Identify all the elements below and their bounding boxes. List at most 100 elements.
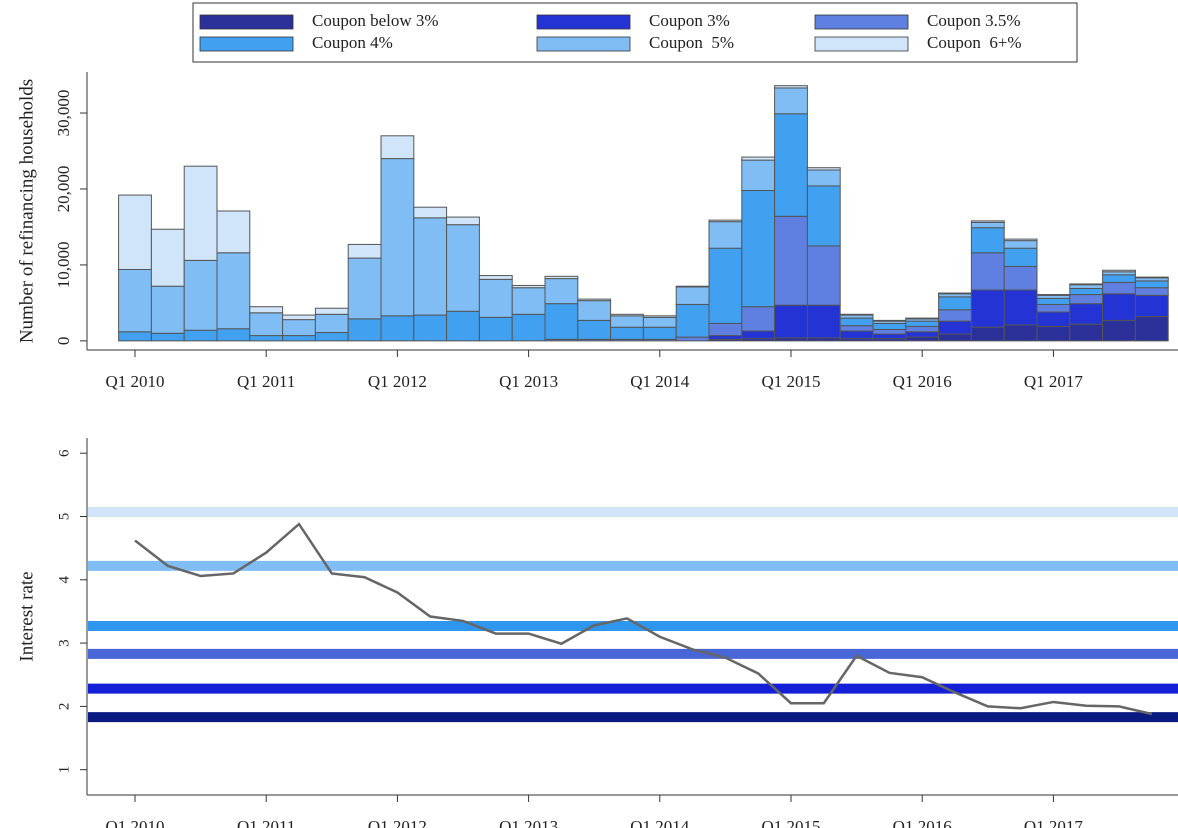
legend-swatch: [814, 36, 909, 52]
legend-label: Coupon 5%: [649, 33, 734, 52]
bar-segment: [1102, 269, 1136, 273]
bar-segment: [347, 243, 382, 259]
legend-swatch: [814, 14, 909, 30]
bar-segment: [150, 228, 185, 287]
bar-segment: [905, 325, 940, 333]
bar-segment: [1069, 294, 1104, 305]
bar-segment: [511, 313, 546, 342]
bar-segment: [806, 185, 841, 247]
bar-segment: [183, 259, 218, 331]
y-tick-label: 10,000: [54, 242, 73, 289]
bar-segment: [938, 296, 972, 311]
bar-segment: [872, 319, 907, 322]
x-tick-label: Q1 2015: [761, 372, 820, 391]
bar-segment: [216, 252, 251, 330]
bar-segment: [1069, 287, 1104, 296]
bar-segment: [511, 284, 546, 289]
x-tick-label: Q1 2013: [499, 817, 558, 828]
legend-label: Coupon 4%: [312, 33, 393, 52]
bar-segment: [1036, 294, 1071, 296]
bar-segment: [806, 304, 841, 339]
bar-segment: [1102, 274, 1136, 283]
bar-segment: [642, 326, 677, 340]
bar-segment: [478, 275, 513, 280]
bar-segment: [577, 298, 612, 302]
bar-segment: [380, 315, 415, 342]
bar-segment: [282, 314, 316, 321]
bar-segment: [806, 245, 841, 306]
bar-segment: [282, 319, 316, 337]
bar-segment: [577, 319, 612, 340]
y-tick-label: 5: [56, 513, 72, 521]
bar-segment: [1036, 303, 1071, 313]
bar-segment: [938, 320, 972, 335]
bar-segment: [741, 189, 776, 308]
y-tick-label: 3: [56, 639, 72, 647]
bar-segment: [1102, 293, 1136, 321]
x-tick-label: Q1 2010: [105, 817, 164, 828]
bar-segment: [905, 336, 940, 342]
bar-segment: [774, 85, 808, 89]
x-tick-label: Q1 2013: [499, 372, 558, 391]
bar-segment: [150, 332, 185, 342]
bar-segment: [1069, 303, 1104, 325]
legend-label: Coupon below 3%: [312, 11, 439, 30]
bar-segment: [642, 315, 677, 318]
bar-segment: [118, 331, 152, 342]
bar-segment: [413, 206, 448, 219]
legend-swatch: [199, 14, 294, 30]
bar-segment: [183, 329, 218, 342]
bar-segment: [905, 320, 940, 327]
bar-segment: [478, 316, 513, 342]
bar-segment: [708, 335, 743, 340]
bar-segment: [839, 313, 874, 316]
x-tick-label: Q1 2014: [630, 372, 690, 391]
y-tick-label: 4: [56, 576, 72, 584]
legend: Coupon below 3% Coupon 3% Coupon 3.5% Coupo…: [192, 2, 1078, 63]
bar-segment: [675, 285, 710, 288]
bar-segment: [478, 278, 513, 318]
bar-segment: [446, 310, 480, 342]
bar-segment: [1036, 297, 1071, 305]
bar-segment: [1003, 238, 1038, 242]
bar-segment: [1134, 276, 1169, 279]
x-tick-label: Q1 2011: [237, 372, 295, 391]
bar-segment: [675, 303, 710, 338]
bar-segment: [1036, 325, 1071, 342]
bar-segment: [905, 317, 940, 320]
legend-label: Coupon 3%: [649, 11, 730, 30]
bar-segment: [577, 300, 612, 321]
bar-segment: [1134, 280, 1169, 289]
bar-segment: [347, 257, 382, 320]
bar-segment: [446, 216, 480, 226]
y-tick-label: 6: [56, 449, 72, 457]
bar-segment: [1134, 287, 1169, 296]
legend-swatch: [199, 36, 294, 52]
x-tick-label: Q1 2010: [105, 372, 164, 391]
legend-box: [192, 2, 1078, 63]
bar-segment: [774, 87, 808, 115]
bar-segment: [872, 328, 907, 335]
bar-segment: [1134, 316, 1169, 342]
y-tick-label: 1: [56, 766, 72, 774]
bar-segment: [741, 156, 776, 161]
legend-label: Coupon 6+%: [927, 33, 1022, 52]
bar-segment: [1102, 281, 1136, 295]
bar-segment: [216, 328, 251, 342]
bar-segment: [216, 210, 251, 254]
x-tick-label: Q1 2014: [630, 817, 690, 828]
bar-segment: [806, 167, 841, 171]
bar-segment: [970, 252, 1005, 291]
bar-segment: [249, 306, 284, 314]
x-tick-label: Q1 2016: [893, 817, 952, 828]
bar-segment: [708, 219, 743, 223]
bar-segment: [183, 165, 218, 261]
bar-segment: [938, 292, 972, 295]
bar-segment: [774, 304, 808, 339]
x-tick-label: Q1 2016: [893, 372, 952, 391]
bar-segment: [1102, 319, 1136, 342]
bar-segment: [150, 285, 185, 334]
bar-segment: [741, 306, 776, 332]
x-tick-label: Q1 2017: [1024, 372, 1084, 391]
bar-segment: [675, 336, 710, 342]
